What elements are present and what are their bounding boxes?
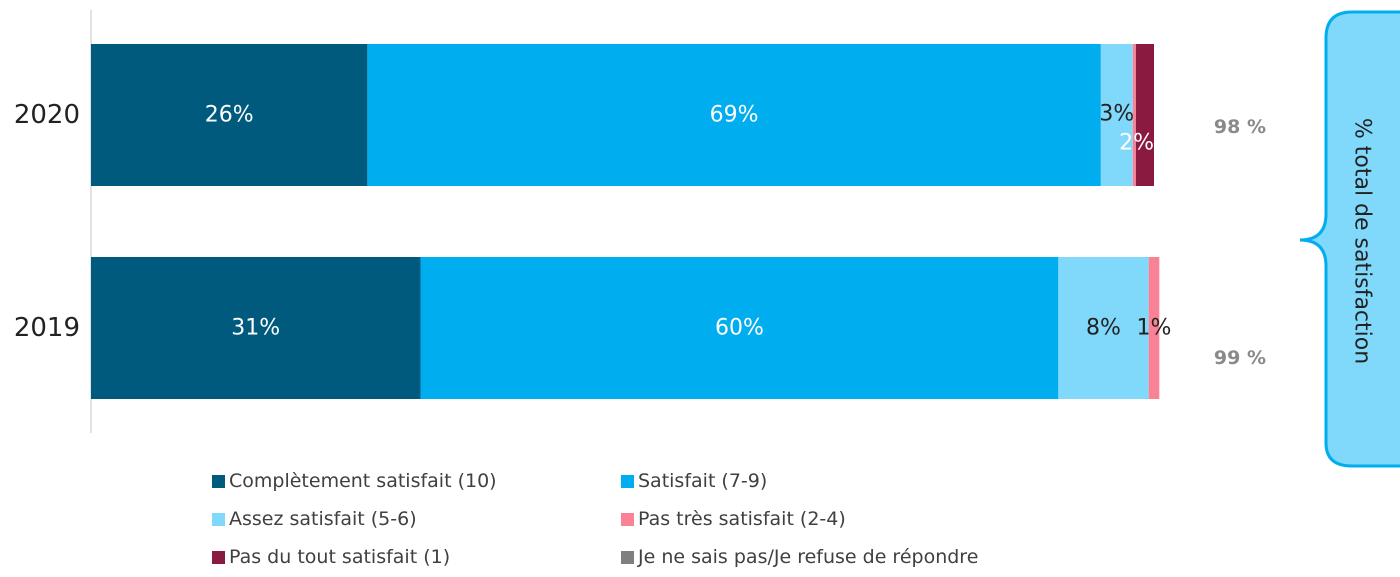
data-label: 60% — [715, 316, 764, 341]
legend-swatch — [212, 550, 225, 564]
legend-item: Complètement satisfait (10) — [212, 470, 497, 492]
data-label: 31% — [231, 316, 280, 341]
legend-label: Assez satisfait (5-6) — [229, 508, 417, 530]
legend-label: Je ne sais pas/Je refuse de répondre — [638, 546, 979, 568]
bar-segment — [367, 44, 1101, 186]
bar-segment — [1148, 257, 1160, 399]
bars-group: 26% 69% 3% 2% 31% 60% 8% 1% — [91, 44, 1171, 399]
legend-label: Satisfait (7-9) — [638, 470, 768, 492]
data-label: 26% — [205, 103, 254, 128]
data-label: 1% — [1137, 316, 1172, 341]
legend-swatch — [212, 512, 225, 526]
bar-segment — [1100, 44, 1133, 186]
data-label: 2% — [1119, 131, 1154, 156]
bar-segment — [1132, 44, 1136, 186]
legend-item: Assez satisfait (5-6) — [212, 508, 417, 530]
legend-label: Complètement satisfait (10) — [229, 470, 497, 492]
category-label: 2020 — [14, 100, 80, 130]
bar-segment — [1058, 257, 1149, 399]
total-labels: 98 % 99 % — [1214, 116, 1266, 369]
legend-swatch — [621, 474, 634, 488]
data-label: 69% — [710, 103, 759, 128]
legend-swatch — [212, 474, 225, 488]
legend-item: Pas du tout satisfait (1) — [212, 546, 450, 568]
legend-swatch — [621, 550, 634, 564]
legend-item: Pas très satisfait (2-4) — [621, 508, 846, 530]
satisfaction-callout: % total de satisfaction — [1299, 10, 1400, 468]
bar-segment — [1135, 44, 1154, 186]
data-label: 3% — [1099, 102, 1134, 127]
callout-label: % total de satisfaction — [1350, 118, 1375, 364]
legend-item: Je ne sais pas/Je refuse de répondre — [621, 546, 978, 568]
category-label: 2019 — [14, 313, 80, 343]
bar-segment — [420, 257, 1059, 399]
category-labels: 2020 2019 — [14, 100, 80, 343]
data-label: 8% — [1086, 316, 1121, 341]
bar-segment — [91, 257, 421, 399]
bar-segment — [91, 44, 368, 186]
total-satisfaction-label: 98 % — [1214, 116, 1266, 138]
legend-item: Satisfait (7-9) — [621, 470, 767, 492]
legend-label: Pas très satisfait (2-4) — [638, 508, 846, 530]
legend-swatch — [621, 512, 634, 526]
callout-bracket-shape — [1299, 10, 1400, 468]
total-satisfaction-label: 99 % — [1214, 347, 1266, 369]
legend-label: Pas du tout satisfait (1) — [229, 546, 451, 568]
